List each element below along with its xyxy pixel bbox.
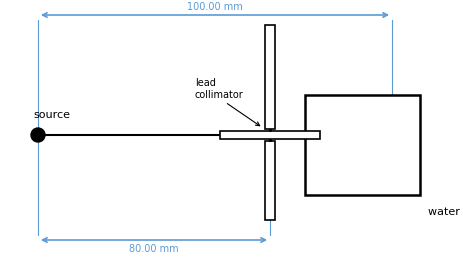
Text: 100.00 mm: 100.00 mm	[187, 2, 242, 12]
Bar	[264, 141, 275, 220]
Text: 80.00 mm: 80.00 mm	[129, 244, 178, 254]
Text: source: source	[33, 110, 70, 120]
Text: water phantom: water phantom	[427, 207, 463, 217]
Bar	[304, 95, 419, 195]
Text: lead
collimator: lead collimator	[194, 78, 243, 100]
Bar	[264, 25, 275, 129]
Circle shape	[31, 128, 45, 142]
Bar	[219, 131, 319, 139]
